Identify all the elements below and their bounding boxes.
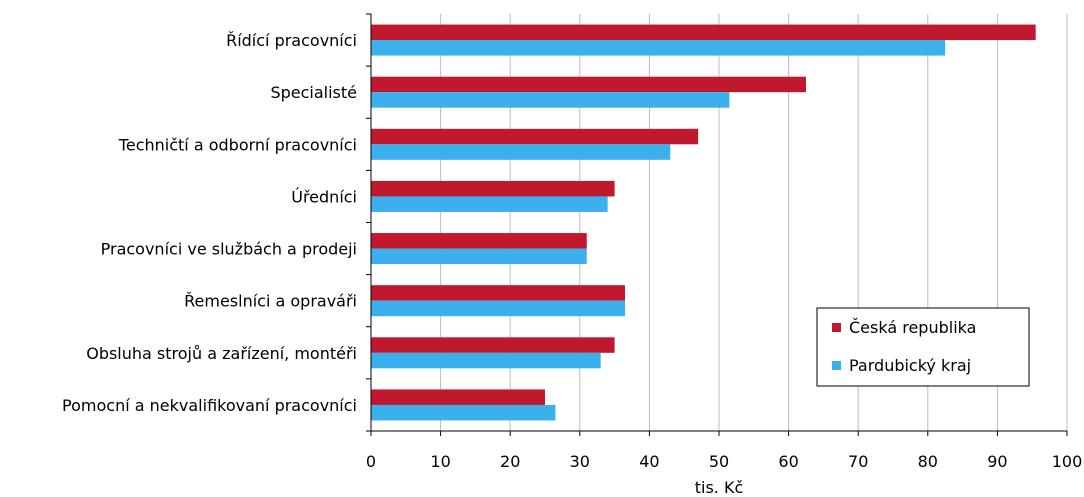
x-axis-title: tis. Kč [695,478,744,497]
x-tick-label: 90 [987,452,1007,471]
x-tick-label: 10 [430,452,450,471]
x-tick-label: 30 [570,452,590,471]
category-label: Řemeslníci a opraváři [184,292,357,311]
bar-ceska-republika [371,233,587,249]
legend-label-pardubicky-kraj: Pardubický kraj [849,356,971,375]
x-tick-label: 40 [639,452,659,471]
category-label: Řídící pracovníci [226,31,357,50]
category-label: Pomocní a nekvalifikovaní pracovníci [62,396,357,415]
bar-ceska-republika [371,389,545,405]
x-tick-label: 50 [709,452,729,471]
category-label: Obsluha strojů a zařízení, montéři [86,344,357,363]
category-label: Specialisté [270,83,357,102]
x-tick-label: 80 [918,452,938,471]
bar-pardubicky-kraj [371,92,730,108]
category-label: Techničtí a odborní pracovníci [118,135,357,154]
x-tick-label: 0 [366,452,376,471]
bar-ceska-republika [371,128,699,145]
bar-ceska-republika [371,337,615,353]
bar-pardubicky-kraj [371,404,556,421]
category-label: Pracovníci ve službách a prodeji [101,240,357,259]
bar-ceska-republika [371,76,806,93]
x-tick-label: 70 [848,452,868,471]
legend: Česká republika Pardubický kraj [816,307,1030,387]
category-label: Úředníci [291,187,357,206]
bar-pardubicky-kraj [371,300,626,317]
x-tick-labels: 0 10 20 30 40 50 60 70 80 90 100 [366,452,1082,471]
bar-ceska-republika [371,24,1036,41]
bar-pardubicky-kraj [371,248,587,265]
bar-pardubicky-kraj [371,40,946,56]
x-tick-label: 20 [500,452,520,471]
legend-swatch-pardubicky-kraj [832,361,841,370]
bar-ceska-republika [371,180,615,197]
legend-swatch-ceska-republika [832,323,841,332]
x-tick-label: 100 [1052,452,1083,471]
x-tick-label: 60 [778,452,798,471]
bar-pardubicky-kraj [371,352,601,369]
axes [366,13,1068,436]
category-labels: Řídící pracovníci Specialisté Techničtí a … [62,31,357,415]
legend-box [816,307,1030,387]
bar-pardubicky-kraj [371,144,671,160]
bar-ceska-republika [371,285,626,301]
bars [371,24,1036,421]
bar-pardubicky-kraj [371,196,608,212]
legend-label-ceska-republika: Česká republika [849,318,976,337]
